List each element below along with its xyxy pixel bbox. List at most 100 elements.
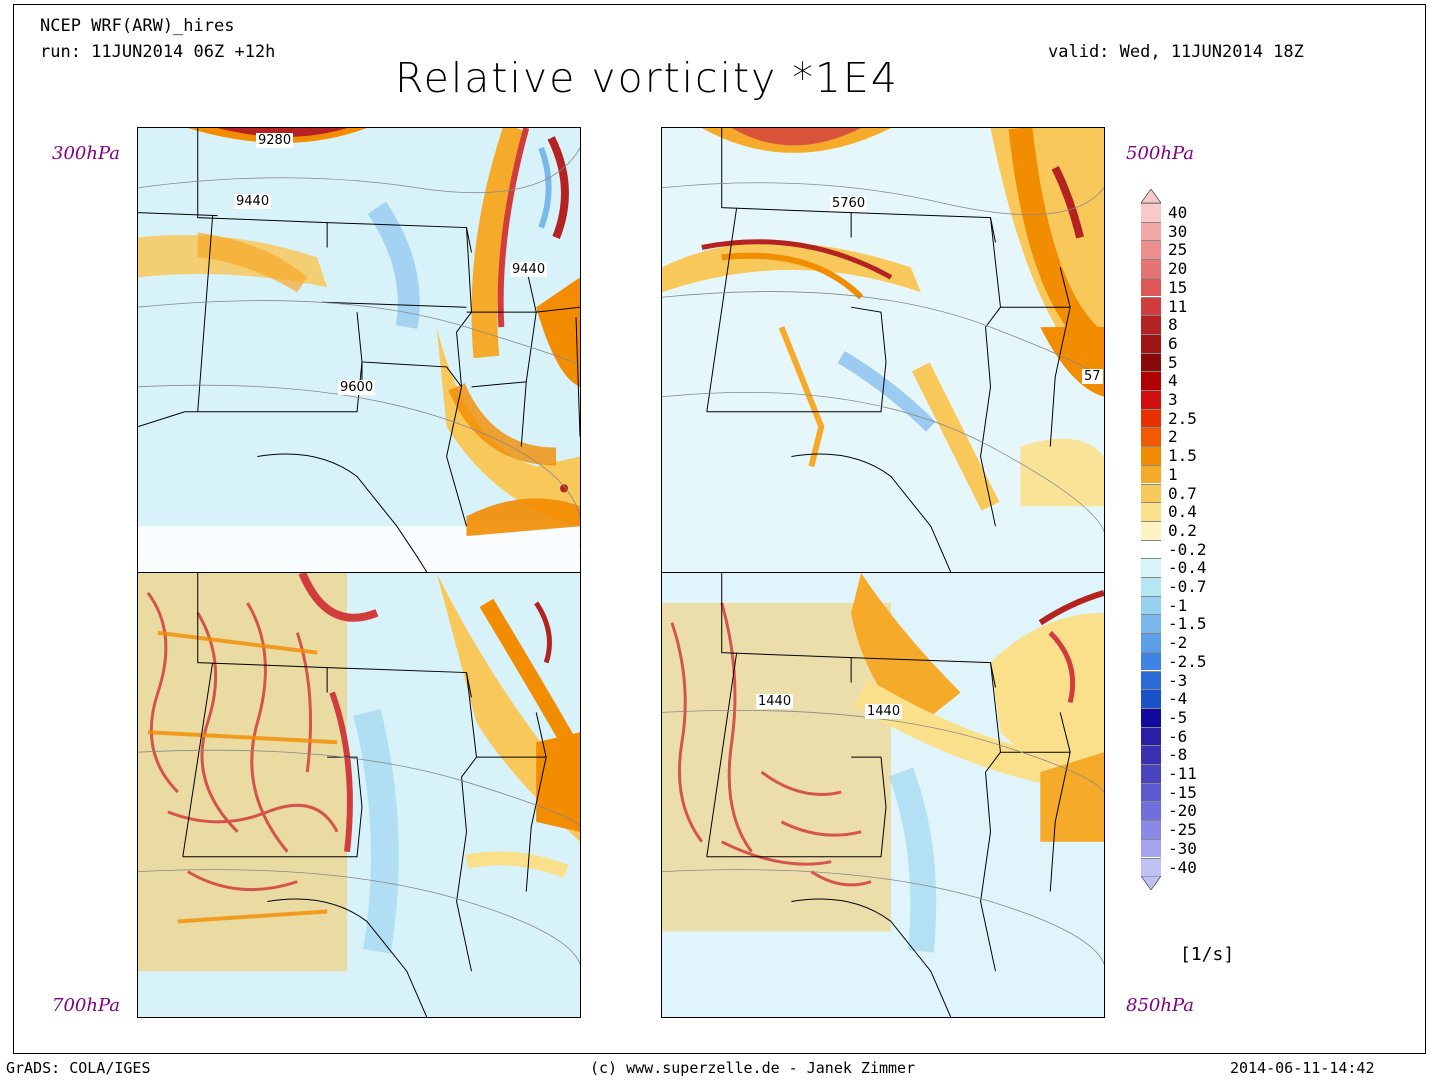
color-bar-segment	[1141, 333, 1161, 353]
color-bar-tick-label: -25	[1168, 820, 1197, 840]
map-panel-700hpa	[137, 572, 581, 1018]
model-name: NCEP WRF(ARW)_hires	[40, 16, 235, 36]
color-bar-tick-label: -0.4	[1168, 558, 1207, 578]
color-bar-min-arrow	[1141, 876, 1161, 891]
color-bar-tick-label: -2	[1168, 633, 1188, 653]
color-bar-segment	[1141, 296, 1161, 316]
color-bar-tick-label: -1	[1168, 595, 1188, 615]
run-time: run: 11JUN2014 06Z +12h	[40, 42, 276, 62]
color-bar-tick-label: 20	[1168, 259, 1188, 279]
map-title: Relative vorticity *1E4	[395, 54, 899, 102]
color-bar-tick-label: 25	[1168, 240, 1188, 260]
color-bar-tick-label: -8	[1168, 745, 1188, 765]
contour-label: 1440	[756, 694, 794, 709]
color-bar-segment	[1141, 520, 1161, 540]
color-bar-segment	[1141, 240, 1161, 260]
plot-frame	[13, 4, 1426, 1054]
contour-label: 5760	[830, 196, 868, 211]
color-bar-tick-label: 30	[1168, 221, 1188, 241]
color-bar-tick-label: 5	[1168, 352, 1178, 372]
footer-timestamp: 2014-06-11-14:42	[1230, 1059, 1375, 1077]
vorticity-field-700	[138, 573, 580, 1017]
color-bar-segment	[1141, 502, 1161, 521]
color-bar-tick-label: 3	[1168, 390, 1178, 409]
color-bar	[1141, 189, 1161, 891]
color-bar-tick-label: -4	[1168, 689, 1188, 709]
color-bar-segment	[1141, 689, 1161, 708]
units-label: [1/s]	[1180, 944, 1235, 965]
color-bar-segment	[1141, 558, 1161, 577]
color-bar-tick-label: 11	[1168, 296, 1188, 316]
color-bar-segment	[1141, 595, 1161, 615]
color-bar-tick-label: 1.5	[1168, 446, 1197, 466]
color-bar-segment	[1141, 577, 1161, 596]
color-bar-segment	[1141, 651, 1161, 671]
color-bar-tick-label: 0.4	[1168, 502, 1197, 522]
vorticity-field-500	[662, 128, 1104, 572]
color-bar-segment	[1141, 259, 1161, 278]
color-bar-segment	[1141, 277, 1161, 297]
color-bar-segment	[1141, 764, 1161, 783]
color-bar-tick-label: -5	[1168, 707, 1188, 727]
color-bar-tick-label: 4	[1168, 371, 1178, 391]
color-bar-tick-label: -0.2	[1168, 539, 1207, 559]
color-bar-segment	[1141, 745, 1161, 764]
color-bar-segment	[1141, 483, 1161, 503]
contour-label: 9440	[510, 262, 548, 277]
color-bar-tick-label: -15	[1168, 782, 1197, 802]
contour-label: 9600	[338, 380, 376, 395]
color-bar-segment	[1141, 221, 1161, 241]
color-bar-tick-label: -1.5	[1168, 614, 1207, 634]
color-bar-segment	[1141, 633, 1161, 652]
color-bar-segment	[1141, 352, 1161, 372]
color-bar-tick-label: -30	[1168, 838, 1197, 858]
contour-label: 1440	[865, 704, 903, 719]
footer-software: GrADS: COLA/IGES	[6, 1059, 151, 1077]
color-bar-tick-label: -40	[1168, 857, 1197, 877]
map-panel-850hpa: 1440 1440	[661, 572, 1105, 1018]
color-bar-segment	[1141, 446, 1161, 465]
color-bar-segment	[1141, 707, 1161, 727]
color-bar-segment	[1141, 838, 1161, 858]
color-bar-segment	[1141, 539, 1161, 559]
vorticity-field-300	[138, 128, 580, 572]
color-bar-segment	[1141, 801, 1161, 821]
color-bar-segment	[1141, 614, 1161, 634]
color-bar-tick-label: -6	[1168, 726, 1188, 746]
color-bar-tick-label: 15	[1168, 277, 1188, 297]
footer-copyright: (c) www.superzelle.de - Janek Zimmer	[590, 1059, 916, 1077]
valid-time: valid: Wed, 11JUN2014 18Z	[1048, 42, 1304, 62]
color-bar-tick-label: 8	[1168, 315, 1178, 335]
color-bar-segment	[1141, 203, 1161, 222]
color-bar-segment	[1141, 408, 1161, 428]
color-bar-segment	[1141, 782, 1161, 802]
color-bar-segment	[1141, 670, 1161, 690]
color-bar-segment	[1141, 857, 1161, 877]
contour-label: 57	[1082, 369, 1103, 384]
color-bar-segment	[1141, 820, 1161, 839]
map-panel-500hpa: 5760 57	[661, 127, 1105, 573]
color-bar-tick-label: 40	[1168, 203, 1188, 222]
color-bar-tick-label: 2.5	[1168, 408, 1197, 428]
color-bar-segment	[1141, 427, 1161, 447]
contour-label: 9440	[234, 194, 272, 209]
color-bar-tick-label: -20	[1168, 801, 1197, 821]
vorticity-field-850	[662, 573, 1104, 1017]
color-bar-tick-label: 0.2	[1168, 520, 1197, 540]
color-bar-tick-label: -3	[1168, 670, 1188, 690]
level-label-850: 850hPa	[1126, 995, 1194, 1016]
color-bar-segment	[1141, 390, 1161, 409]
color-bar-tick-label: -0.7	[1168, 577, 1207, 596]
color-bar-tick-label: 1	[1168, 464, 1178, 484]
color-bar-segment	[1141, 464, 1161, 484]
color-bar-max-arrow	[1141, 189, 1161, 203]
contour-label: 9280	[256, 133, 294, 148]
color-bar-tick-label: 0.7	[1168, 483, 1197, 503]
color-bar-segment	[1141, 315, 1161, 334]
color-bar-segment	[1141, 371, 1161, 390]
color-bar-segment	[1141, 726, 1161, 746]
level-label-300: 300hPa	[52, 143, 120, 164]
color-bar-tick-label: -2.5	[1168, 651, 1207, 671]
color-bar-tick-label: 2	[1168, 427, 1178, 447]
map-panel-300hpa: 9280 9440 9440 9600	[137, 127, 581, 573]
